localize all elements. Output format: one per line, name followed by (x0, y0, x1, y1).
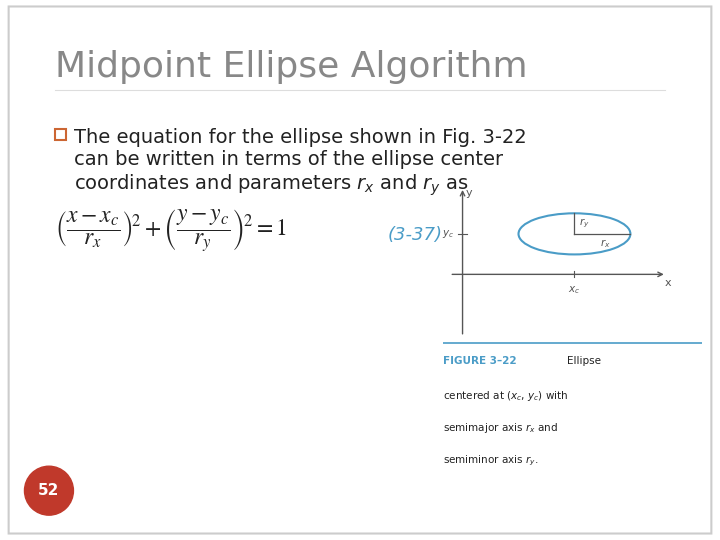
Text: y: y (465, 188, 472, 198)
Bar (55, 129, 66, 140)
Text: semiminor axis $r_y$.: semiminor axis $r_y$. (443, 454, 539, 468)
Text: FIGURE 3–22: FIGURE 3–22 (443, 356, 516, 367)
Text: centered at ($x_c$, $y_c$) with: centered at ($x_c$, $y_c$) with (443, 389, 568, 403)
Text: x: x (665, 278, 671, 288)
Text: semimajor axis $r_x$ and: semimajor axis $r_x$ and (443, 421, 558, 435)
Text: The equation for the ellipse shown in Fig. 3-22: The equation for the ellipse shown in Fi… (74, 128, 527, 147)
Text: $\left(\dfrac{x - x_c}{r_x}\right)^{\!2} + \left(\dfrac{y - y_c}{r_y}\right)^{\!: $\left(\dfrac{x - x_c}{r_x}\right)^{\!2}… (55, 206, 287, 253)
Text: 52: 52 (38, 483, 60, 498)
Text: can be written in terms of the ellipse center: can be written in terms of the ellipse c… (74, 150, 503, 169)
Circle shape (24, 466, 73, 515)
Text: (3-37): (3-37) (388, 226, 443, 244)
Text: Midpoint Ellipse Algorithm: Midpoint Ellipse Algorithm (55, 50, 528, 84)
Text: $x_c$: $x_c$ (568, 284, 580, 295)
Text: Ellipse: Ellipse (567, 356, 601, 367)
Text: $r_y$: $r_y$ (579, 217, 590, 230)
Text: $r_x$: $r_x$ (600, 237, 611, 250)
Text: coordinates and parameters $r_x$ and $r_y$ as: coordinates and parameters $r_x$ and $r_… (74, 172, 469, 198)
Text: $y_c$: $y_c$ (442, 228, 454, 240)
